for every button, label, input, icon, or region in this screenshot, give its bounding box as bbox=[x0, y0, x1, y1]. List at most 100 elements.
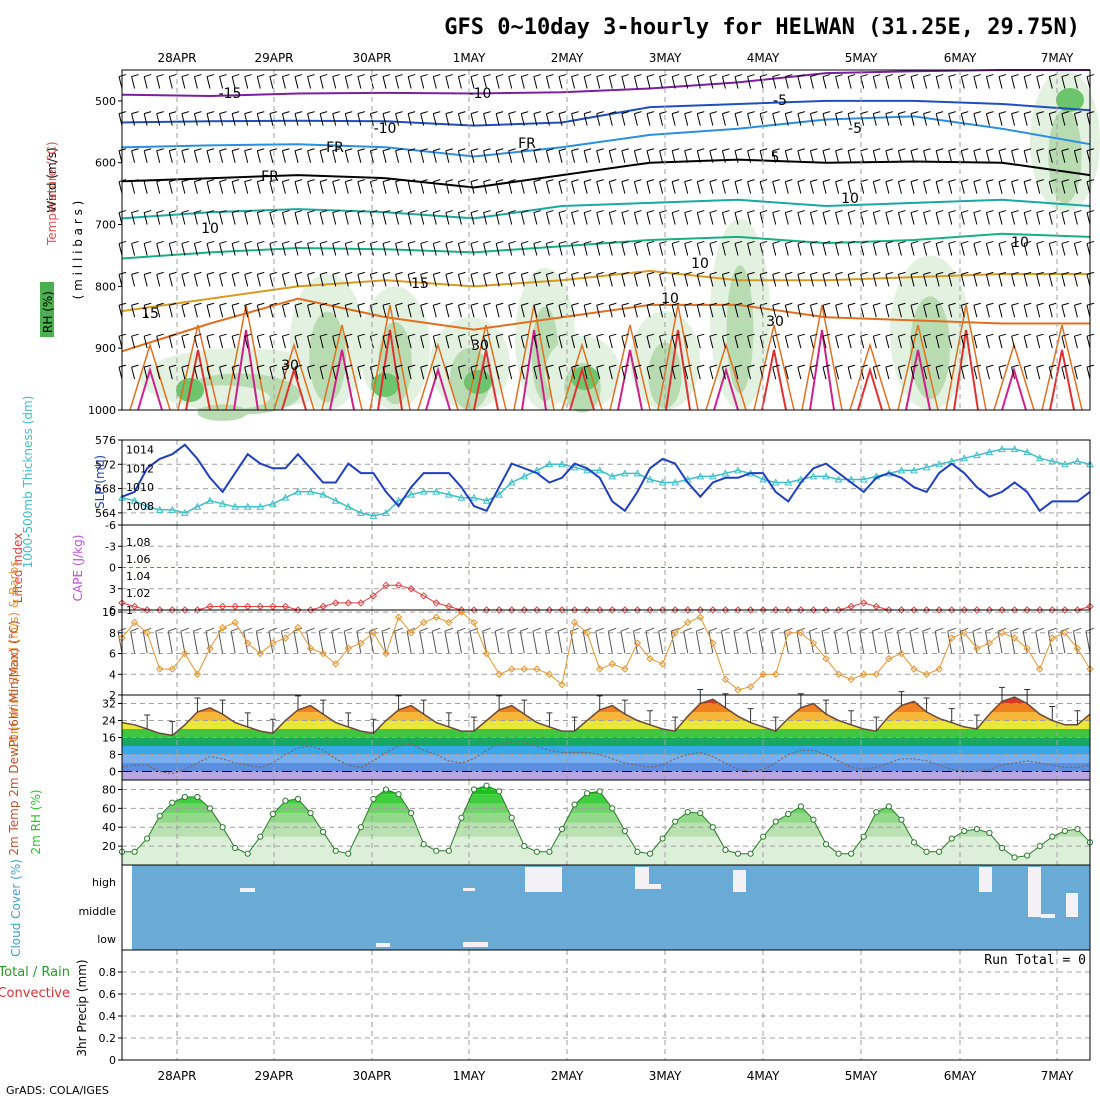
wind-barb bbox=[231, 274, 236, 287]
wind-barb bbox=[784, 366, 789, 380]
wind-barb bbox=[320, 364, 328, 368]
wind-barb bbox=[370, 111, 378, 115]
wind-barb bbox=[496, 364, 504, 368]
wind-barb bbox=[684, 305, 689, 318]
wind-barb bbox=[357, 113, 362, 126]
wind-barb bbox=[986, 302, 994, 306]
wind-barb bbox=[684, 243, 689, 256]
wind-barb bbox=[269, 212, 274, 225]
thickness-point bbox=[985, 448, 994, 456]
wind-barb bbox=[483, 333, 491, 337]
wind-barb bbox=[483, 305, 488, 318]
wind-barb bbox=[156, 243, 161, 256]
wind-barb bbox=[382, 364, 391, 368]
wind-barb bbox=[269, 181, 274, 194]
wind-barb bbox=[835, 150, 840, 163]
wind-barb bbox=[420, 113, 425, 126]
wind-barb bbox=[307, 333, 315, 337]
lifted-index-point bbox=[1036, 606, 1044, 614]
wind-barb bbox=[1036, 181, 1041, 194]
wind-barb bbox=[772, 274, 777, 287]
wind-barb bbox=[395, 366, 400, 380]
isotherm-spike bbox=[329, 349, 355, 411]
thickness-point bbox=[595, 466, 604, 474]
wind-barb bbox=[345, 302, 353, 306]
wind-barb bbox=[332, 111, 340, 115]
wind-barb bbox=[244, 179, 252, 183]
wind-barb bbox=[269, 333, 277, 337]
wind-barb bbox=[1035, 631, 1041, 654]
cloud-block bbox=[240, 888, 255, 892]
wind-barb bbox=[797, 148, 805, 152]
wind-barb bbox=[672, 364, 680, 368]
wind-barb bbox=[307, 76, 312, 89]
wind-barb bbox=[872, 113, 877, 126]
wind-barb bbox=[458, 111, 466, 115]
wind-barb bbox=[796, 631, 802, 654]
wind-barb bbox=[470, 305, 475, 318]
wind-barb bbox=[1061, 181, 1066, 194]
wind-barb bbox=[255, 631, 261, 654]
wind-barb bbox=[156, 179, 164, 183]
wind-barb bbox=[621, 366, 626, 380]
wind-barb bbox=[596, 210, 604, 214]
wind-barb bbox=[395, 210, 403, 214]
wind-barb bbox=[558, 148, 567, 152]
wind-barb bbox=[382, 336, 387, 349]
wind-barb bbox=[834, 631, 840, 654]
thickness-point bbox=[181, 508, 189, 516]
wind-speed-point bbox=[558, 680, 566, 689]
isotherm-spike bbox=[953, 329, 979, 411]
wind-barb bbox=[571, 210, 579, 214]
wind-barb bbox=[973, 364, 981, 368]
wind-barb bbox=[609, 74, 617, 78]
wind-barb bbox=[307, 181, 312, 194]
wind-barb bbox=[370, 271, 378, 275]
wind-barb bbox=[709, 150, 714, 163]
wind-barb bbox=[169, 148, 177, 152]
wind-barb bbox=[1061, 302, 1069, 306]
wind-barb bbox=[269, 364, 277, 368]
wind-barb bbox=[634, 179, 642, 183]
wind-barb bbox=[180, 631, 186, 654]
wind-barb bbox=[797, 76, 802, 89]
wind-barb bbox=[822, 150, 827, 163]
thickness-point bbox=[809, 472, 818, 480]
precip-total-label: Total / Rain bbox=[0, 965, 70, 980]
wind-barb bbox=[985, 113, 990, 126]
rh-point bbox=[206, 805, 214, 812]
wind-barb bbox=[948, 333, 956, 337]
wind-barb bbox=[307, 150, 312, 163]
wind-barb bbox=[269, 113, 274, 126]
wind-barb bbox=[747, 150, 752, 163]
lifted-index-point bbox=[834, 606, 843, 614]
thickness-point bbox=[859, 475, 868, 483]
wind-barb bbox=[507, 627, 516, 632]
wind-barb bbox=[432, 336, 437, 349]
wind-barb bbox=[193, 366, 198, 380]
wind-barb bbox=[458, 333, 466, 337]
wind-barb bbox=[532, 627, 542, 632]
wind-barb bbox=[520, 212, 525, 225]
wind-barb bbox=[433, 210, 441, 214]
wind-barb bbox=[181, 364, 189, 368]
wind-barb bbox=[885, 150, 890, 163]
wind-barb bbox=[508, 336, 513, 349]
wind-barb bbox=[760, 179, 768, 183]
wind-barb bbox=[445, 76, 450, 89]
wind-barb bbox=[609, 210, 617, 214]
wind-barb bbox=[859, 631, 865, 654]
lifted-index-point bbox=[495, 606, 503, 614]
thickness-point bbox=[394, 496, 403, 504]
wind-barb bbox=[596, 181, 601, 194]
wind-barb bbox=[684, 212, 689, 225]
wind-barb bbox=[496, 210, 504, 214]
wind-barb bbox=[394, 627, 403, 632]
wind-barb bbox=[558, 333, 567, 337]
wind-barb bbox=[395, 150, 400, 163]
wind-barb bbox=[457, 274, 462, 287]
wind-barb bbox=[231, 76, 236, 89]
wind-barb bbox=[885, 305, 890, 318]
wind-barb bbox=[345, 364, 353, 368]
